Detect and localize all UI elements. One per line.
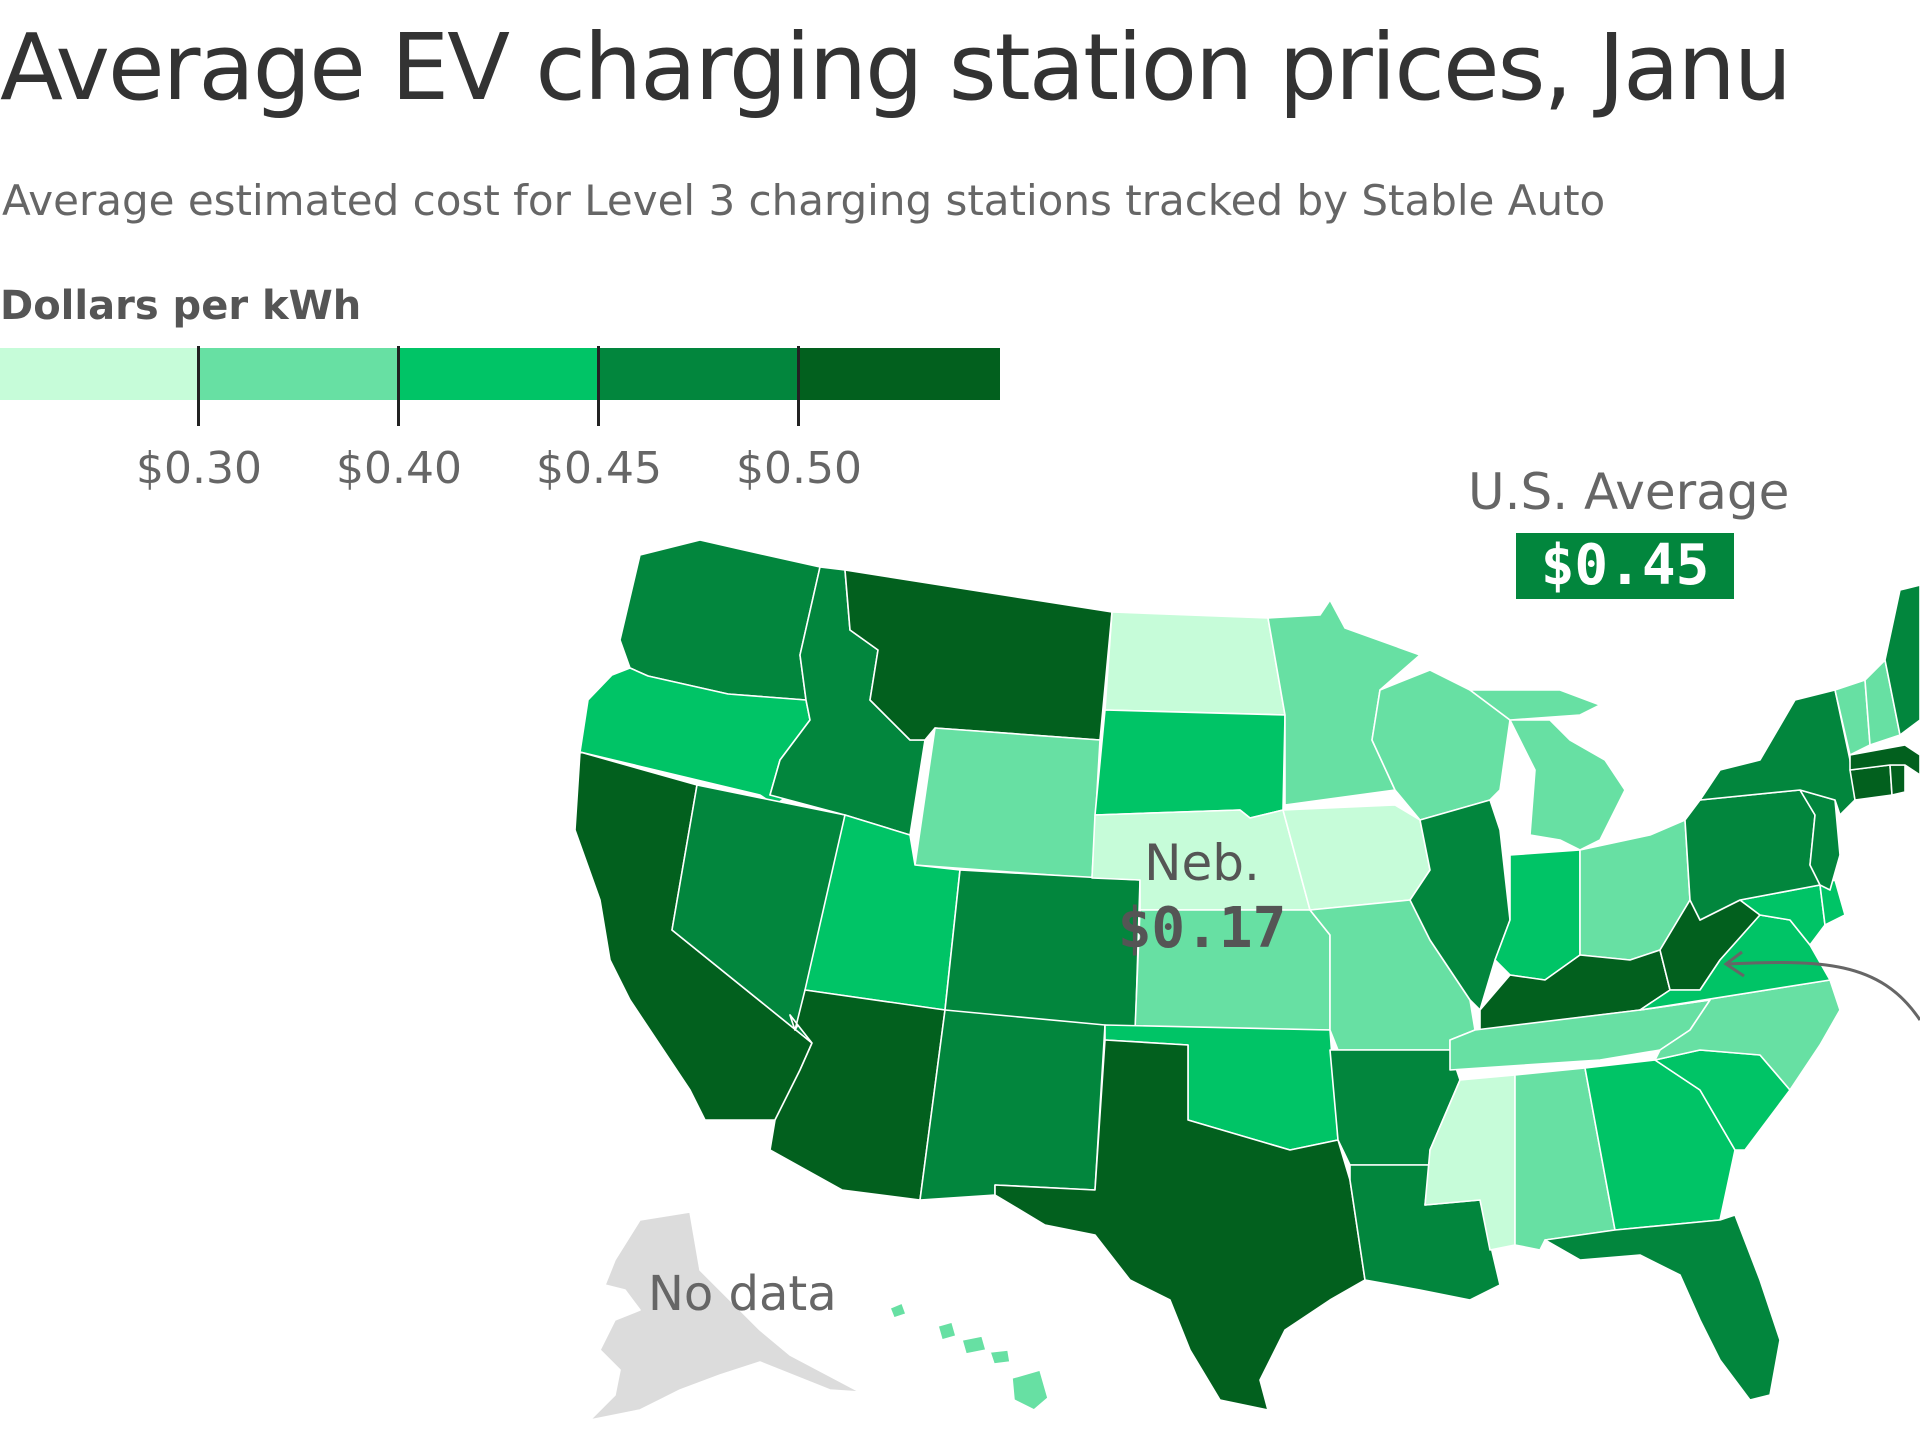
nebraska-value: $0.17: [1118, 896, 1287, 961]
legend-tick-label: $0.45: [536, 443, 662, 494]
legend-swatch-5: [800, 348, 1000, 400]
state-ct: [1849, 764, 1893, 801]
state-ak: [589, 1211, 861, 1421]
state-nd: [1104, 611, 1286, 716]
state-nm: [919, 1009, 1106, 1201]
legend-swatch-4: [600, 348, 800, 400]
state-hi: [889, 1302, 1049, 1411]
us-average-label: U.S. Average: [1468, 463, 1790, 521]
legend-title: Dollars per kWh: [0, 283, 362, 329]
state-sd: [1094, 709, 1286, 819]
state-me: [1884, 584, 1920, 736]
no-data-label: No data: [648, 1266, 837, 1322]
legend-tick: [597, 346, 600, 426]
legend-tick: [197, 346, 200, 426]
state-mi: [1469, 689, 1626, 851]
legend-swatch-3: [400, 348, 600, 400]
state-nc: [1639, 979, 1841, 1091]
legend-tick: [797, 346, 800, 426]
color-legend: [0, 348, 1000, 400]
state-tx: [994, 1039, 1366, 1411]
state-mt: [844, 569, 1113, 741]
legend-tick-label: $0.40: [336, 443, 462, 494]
nebraska-label: Neb.: [1144, 834, 1260, 892]
legend-swatch-1: [0, 348, 200, 400]
state-fl: [1544, 1214, 1781, 1401]
state-wy: [914, 727, 1101, 879]
state-ia: [1282, 804, 1431, 911]
legend-swatch-2: [200, 348, 400, 400]
chart-title: Average EV charging station prices, Janu: [0, 14, 1792, 121]
state-wi: [1371, 669, 1511, 821]
us-average-badge: $0.45: [1516, 533, 1734, 599]
chart-subtitle: Average estimated cost for Level 3 charg…: [2, 176, 1606, 225]
state-ri: [1889, 764, 1906, 796]
legend-tick: [397, 346, 400, 426]
annotation-arrow: [1727, 961, 1920, 1021]
legend-tick-label: $0.30: [136, 443, 262, 494]
state-ma: [1849, 744, 1920, 776]
legend-tick-label: $0.50: [736, 443, 862, 494]
arrowhead-icon: [1723, 950, 1745, 978]
state-nj: [1799, 789, 1841, 891]
